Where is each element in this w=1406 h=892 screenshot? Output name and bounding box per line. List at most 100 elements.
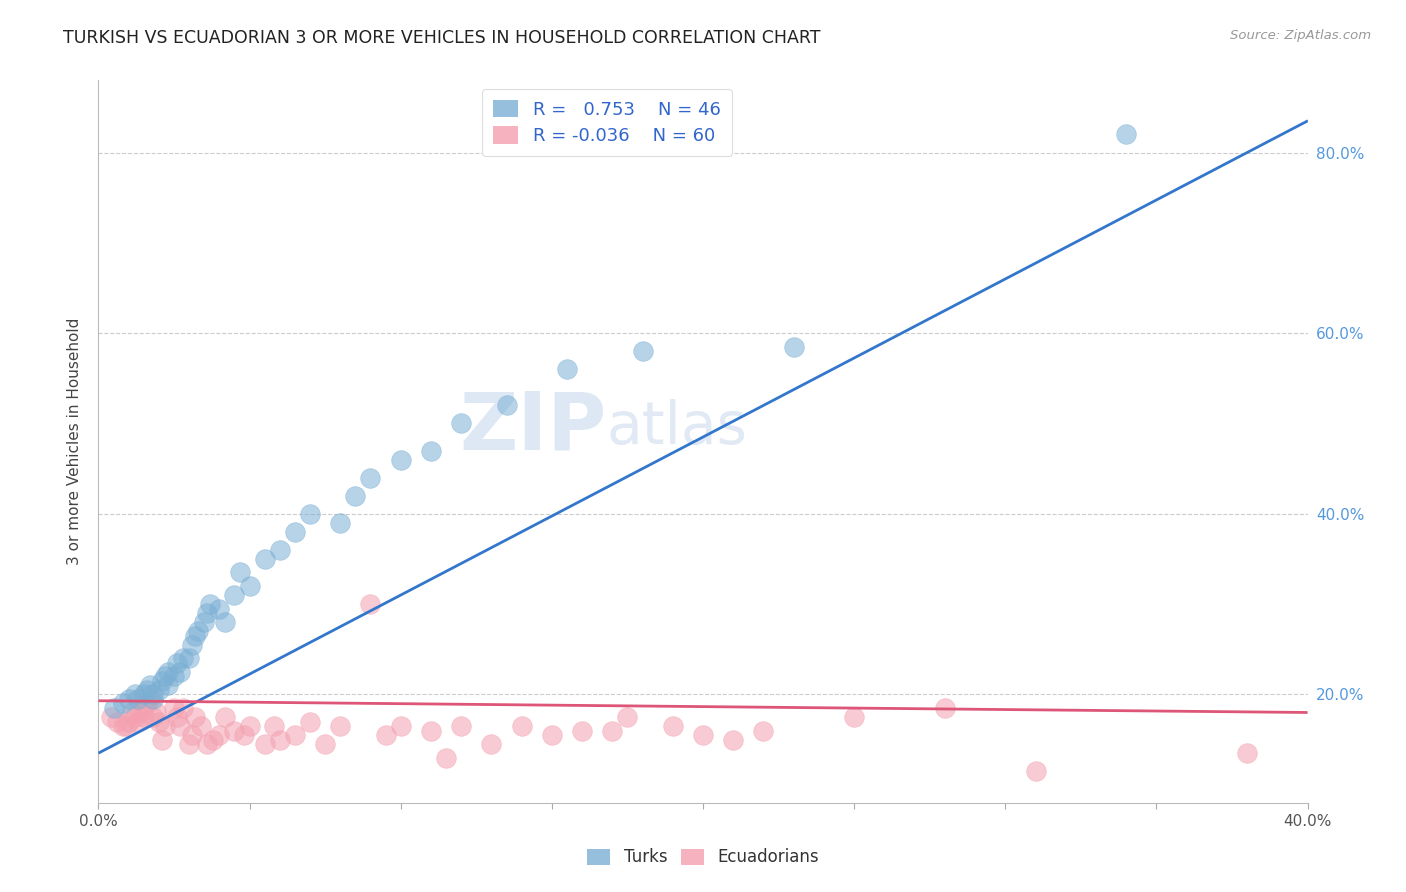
Ecuadorians: [132, 701, 155, 715]
Turks: [127, 692, 149, 706]
Legend: Turks, Ecuadorians: Turks, Ecuadorians: [581, 842, 825, 873]
Ecuadorians: [166, 710, 188, 724]
Ecuadorians: [184, 710, 207, 724]
Ecuadorians: [450, 719, 472, 733]
Ecuadorians: [299, 714, 322, 729]
Turks: [360, 471, 382, 485]
Turks: [179, 651, 201, 665]
Turks: [269, 542, 291, 557]
Ecuadorians: [1024, 764, 1046, 779]
Turks: [184, 629, 207, 643]
Ecuadorians: [172, 701, 194, 715]
Turks: [224, 588, 246, 602]
Ecuadorians: [190, 719, 212, 733]
Turks: [118, 692, 141, 706]
Turks: [166, 656, 188, 670]
Ecuadorians: [142, 710, 165, 724]
Ecuadorians: [224, 723, 246, 738]
Turks: [389, 452, 412, 467]
Text: TURKISH VS ECUADORIAN 3 OR MORE VEHICLES IN HOUSEHOLD CORRELATION CHART: TURKISH VS ECUADORIAN 3 OR MORE VEHICLES…: [63, 29, 821, 46]
Turks: [132, 687, 155, 701]
Ecuadorians: [269, 732, 291, 747]
Turks: [181, 638, 204, 652]
Ecuadorians: [111, 719, 134, 733]
Ecuadorians: [934, 701, 956, 715]
Ecuadorians: [374, 728, 396, 742]
Ecuadorians: [150, 732, 173, 747]
Turks: [135, 682, 157, 697]
Turks: [148, 682, 170, 697]
Ecuadorians: [202, 732, 225, 747]
Turks: [111, 697, 134, 711]
Ecuadorians: [510, 719, 533, 733]
Turks: [208, 601, 231, 615]
Ecuadorians: [118, 714, 141, 729]
Turks: [139, 678, 162, 692]
Ecuadorians: [114, 719, 136, 733]
Ecuadorians: [692, 728, 714, 742]
Turks: [555, 362, 578, 376]
Text: atlas: atlas: [606, 399, 747, 456]
Ecuadorians: [139, 692, 162, 706]
Turks: [172, 651, 194, 665]
Turks: [420, 443, 443, 458]
Ecuadorians: [1236, 746, 1258, 760]
Ecuadorians: [132, 710, 155, 724]
Ecuadorians: [169, 719, 191, 733]
Turks: [156, 678, 179, 692]
Ecuadorians: [616, 710, 638, 724]
Turks: [163, 669, 186, 683]
Ecuadorians: [329, 719, 352, 733]
Ecuadorians: [540, 728, 562, 742]
Ecuadorians: [121, 706, 143, 720]
Ecuadorians: [263, 719, 285, 733]
Ecuadorians: [208, 728, 231, 742]
Ecuadorians: [661, 719, 683, 733]
Ecuadorians: [100, 710, 122, 724]
Turks: [783, 340, 806, 354]
Turks: [124, 687, 146, 701]
Ecuadorians: [420, 723, 443, 738]
Ecuadorians: [179, 737, 201, 751]
Turks: [195, 606, 218, 620]
Turks: [103, 701, 125, 715]
Turks: [200, 597, 222, 611]
Ecuadorians: [284, 728, 307, 742]
Ecuadorians: [602, 723, 624, 738]
Turks: [1115, 128, 1137, 142]
Turks: [169, 665, 191, 679]
Ecuadorians: [723, 732, 745, 747]
Turks: [214, 615, 236, 630]
Ecuadorians: [844, 710, 866, 724]
Ecuadorians: [129, 706, 152, 720]
Y-axis label: 3 or more Vehicles in Household: 3 or more Vehicles in Household: [67, 318, 83, 566]
Text: Source: ZipAtlas.com: Source: ZipAtlas.com: [1230, 29, 1371, 42]
Turks: [150, 673, 173, 688]
Turks: [299, 507, 322, 521]
Ecuadorians: [360, 597, 382, 611]
Ecuadorians: [389, 719, 412, 733]
Ecuadorians: [434, 750, 457, 764]
Turks: [631, 344, 654, 359]
Ecuadorians: [153, 719, 176, 733]
Ecuadorians: [145, 706, 167, 720]
Turks: [187, 624, 209, 639]
Ecuadorians: [163, 701, 186, 715]
Ecuadorians: [124, 710, 146, 724]
Turks: [450, 417, 472, 431]
Turks: [239, 579, 262, 593]
Turks: [156, 665, 179, 679]
Ecuadorians: [239, 719, 262, 733]
Turks: [495, 398, 517, 412]
Turks: [193, 615, 215, 630]
Turks: [229, 566, 252, 580]
Ecuadorians: [148, 714, 170, 729]
Ecuadorians: [181, 728, 204, 742]
Ecuadorians: [571, 723, 593, 738]
Legend: R =   0.753    N = 46, R = -0.036    N = 60: R = 0.753 N = 46, R = -0.036 N = 60: [482, 89, 731, 156]
Turks: [142, 692, 165, 706]
Ecuadorians: [105, 714, 128, 729]
Ecuadorians: [127, 714, 149, 729]
Turks: [329, 516, 352, 530]
Ecuadorians: [232, 728, 254, 742]
